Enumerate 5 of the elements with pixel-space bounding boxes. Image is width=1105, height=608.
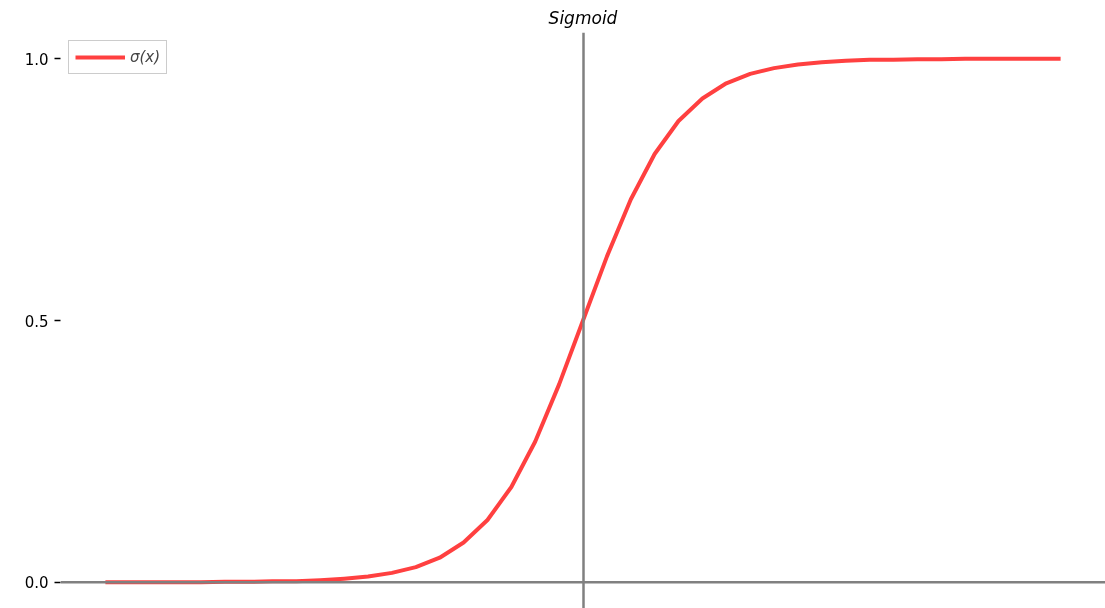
- y-tick-label: 0.5: [24, 312, 49, 331]
- chart-title: Sigmoid: [548, 7, 618, 28]
- y-tick-label: 1.0: [24, 50, 49, 69]
- y-tick-label: 0.0: [24, 574, 49, 593]
- legend-label: σ(x): [130, 48, 161, 66]
